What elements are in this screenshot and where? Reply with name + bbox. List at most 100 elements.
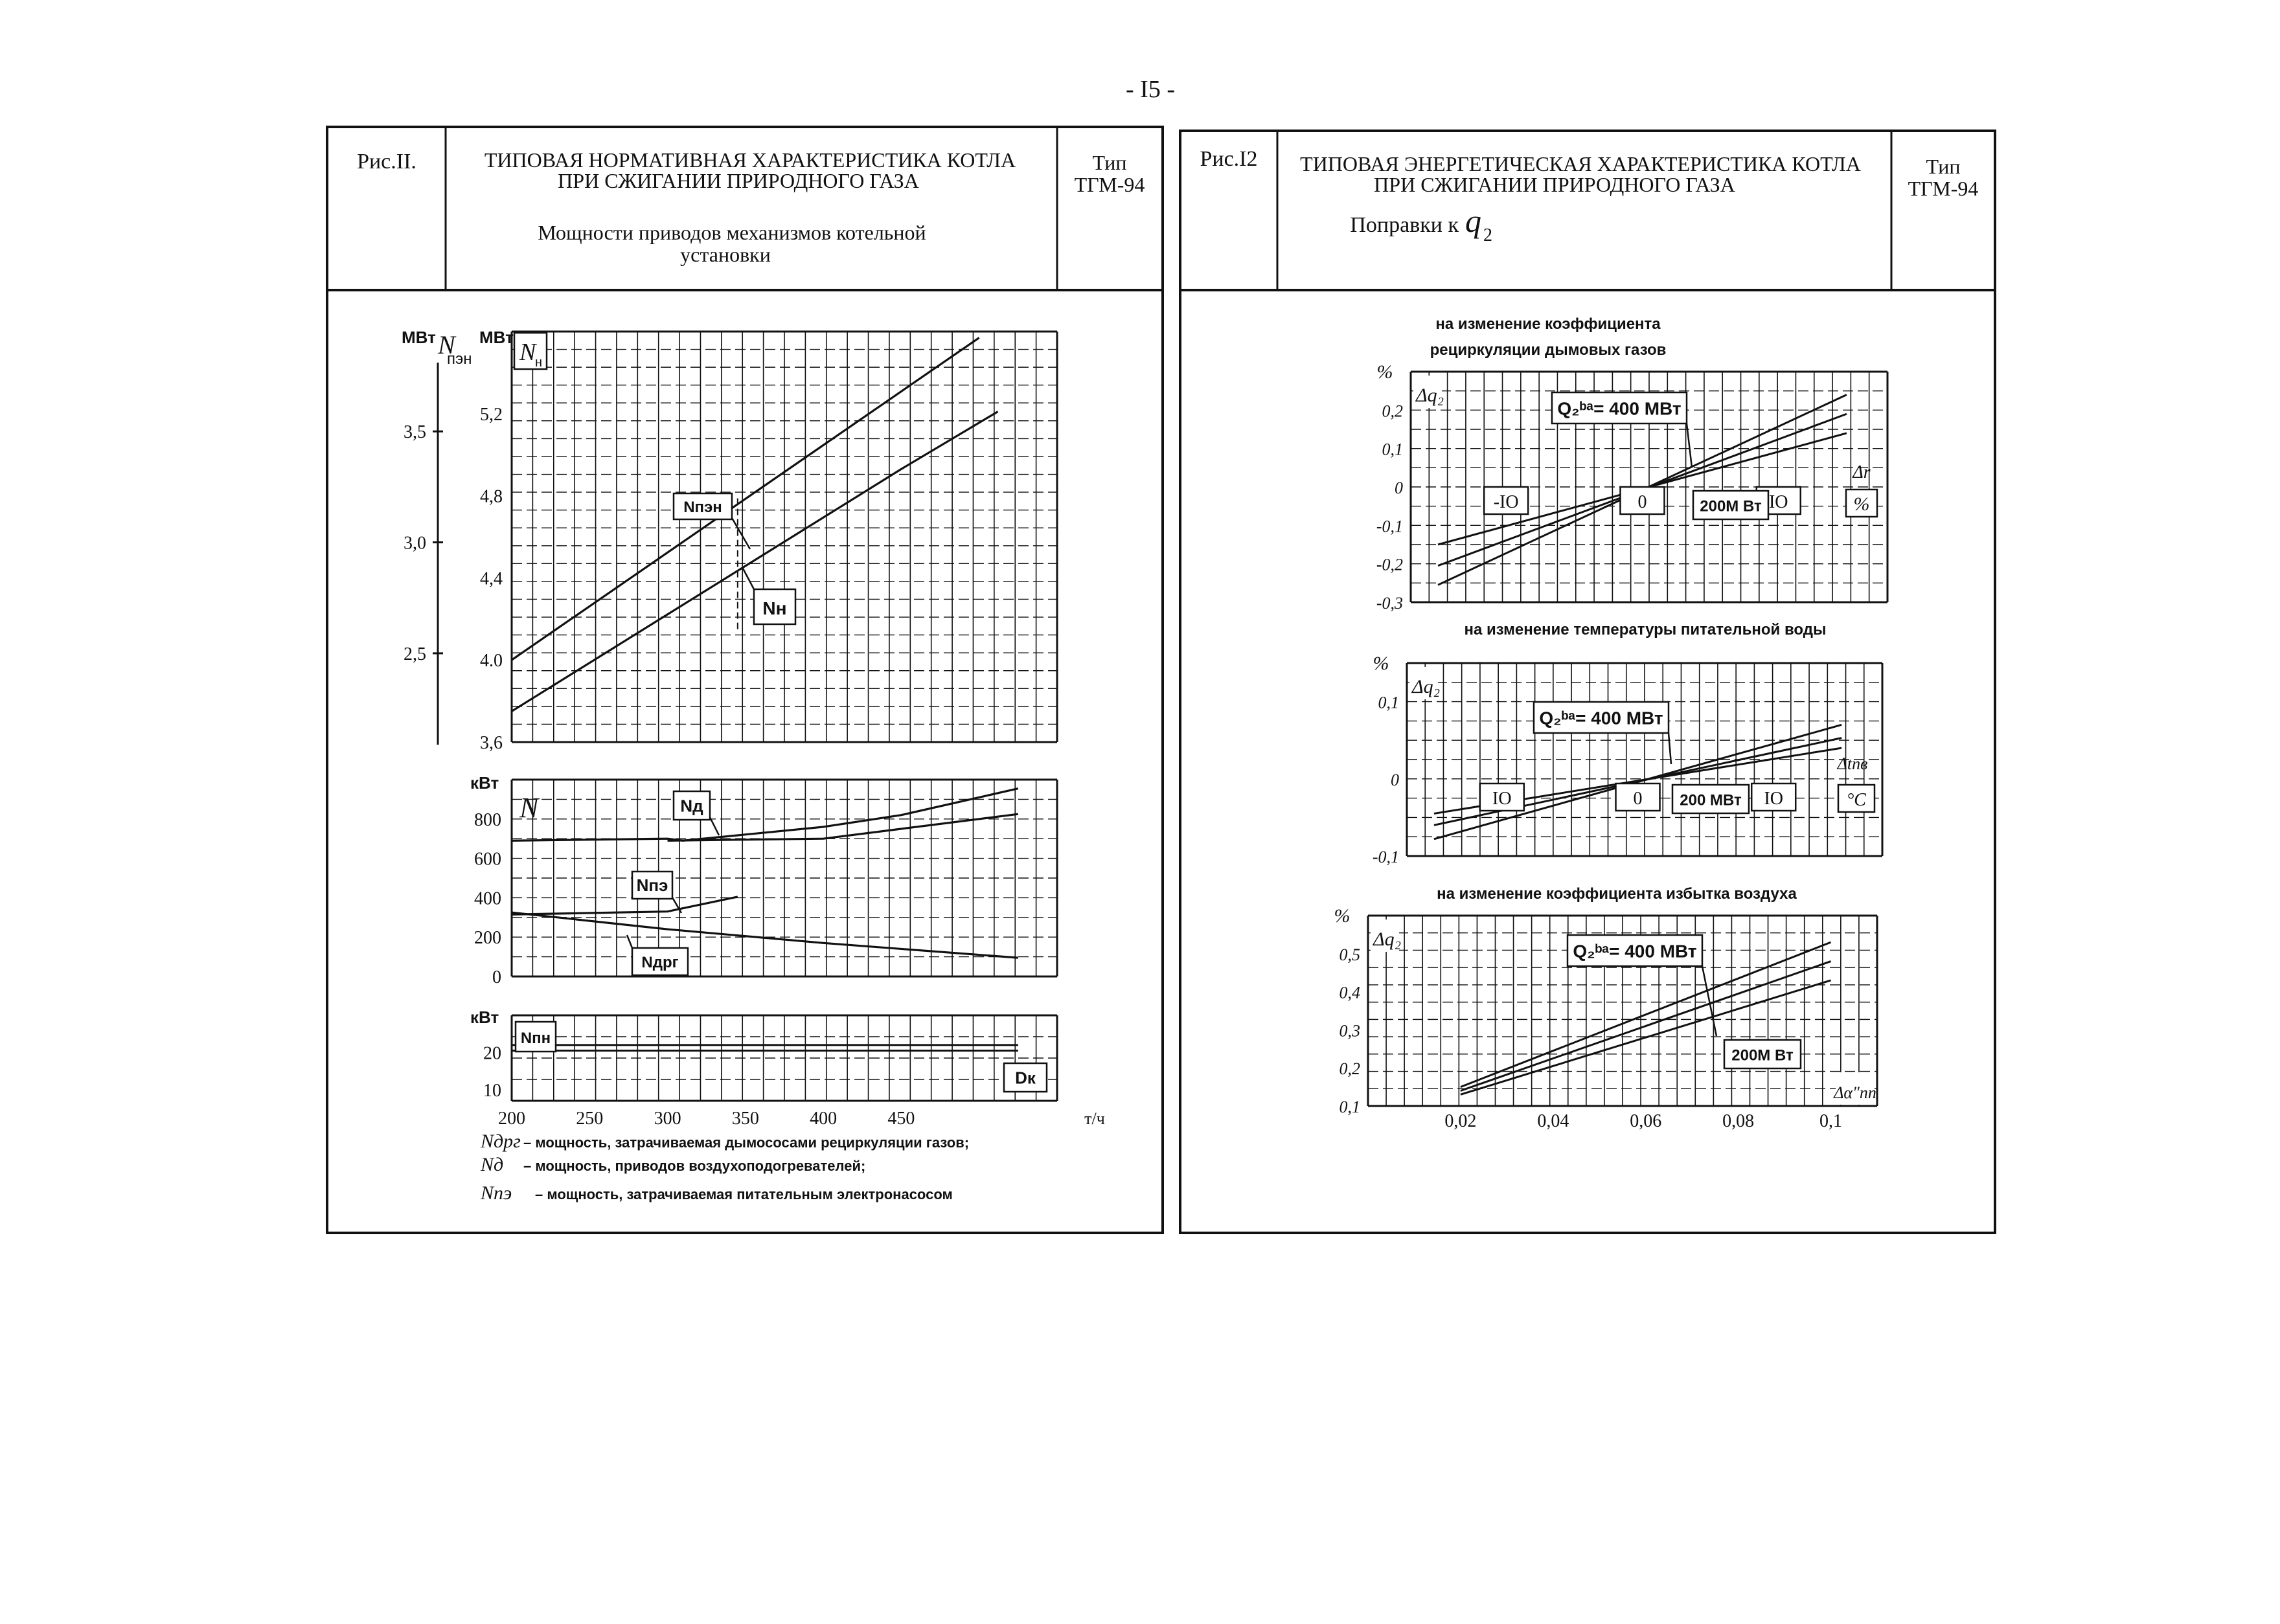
q2-air-ylabel-bg (1371, 919, 1399, 952)
power-fan-annot-dk: Dк (1015, 1068, 1036, 1088)
power-kw-ytick: 600 (474, 850, 501, 870)
q2-feed-ytick: -0,1 (1373, 848, 1399, 866)
q2-recirc-xlabel: Δr (1852, 462, 1870, 482)
power-main-series-1 (511, 337, 980, 661)
power-main-ytick: 4.0 (480, 651, 503, 671)
q2-recirc-annot-400-box (1551, 391, 1688, 425)
q2-feed-annot-200-box (1671, 784, 1750, 815)
q2-recirc-ytick: -0,1 (1376, 517, 1403, 536)
q2-air-ylabel: % (1334, 905, 1351, 927)
q2-recirc-xtick: 0 (1637, 492, 1647, 512)
q2-recirc-ylabel-symbol: Δq₂ (1415, 385, 1444, 406)
power-ylabel-left: МВт (402, 328, 436, 347)
left-title-line2: ПРИ СЖИГАНИИ ПРИРОДНОГО ГАЗА (558, 169, 919, 192)
q2-recirc-leader-1 (1685, 423, 1693, 468)
left-fig-label: Рис.II. (357, 150, 416, 174)
q2-feed-annot-400-box (1533, 701, 1670, 734)
power-kw-ytick: 0 (492, 967, 501, 987)
power-kw-leader-3 (626, 934, 633, 949)
power-fan-annot-dk-box (1003, 1062, 1048, 1093)
q2-recirc-title-2: рециркуляции дымовых газов (1430, 341, 1667, 359)
power-main-leader-1 (731, 517, 751, 550)
q2-recirc-annot-200: 200М Вт (1700, 498, 1762, 515)
power-kw-annot-nd-box (672, 790, 711, 821)
power-outer-ytick-label: 2,5 (404, 644, 426, 664)
power-main-ytick: 5,2 (480, 405, 503, 425)
power-kw-series-2 (667, 813, 1019, 842)
power-kw-annot-nd: Nд (680, 796, 703, 816)
legend-symbol-nd: Nд (480, 1154, 503, 1175)
q2-feed-ylabel: % (1373, 653, 1389, 674)
power-main-leader-2 (741, 567, 755, 590)
power-outer-ytick-label: 3,5 (404, 422, 426, 442)
legend-symbol-ndrg: Nдрг (480, 1131, 521, 1152)
q2-recirc-ylabel: % (1377, 361, 1393, 383)
right-subtitle-sub: 2 (1483, 225, 1492, 245)
q2-air-grid (1367, 914, 1878, 1107)
power-xtick: 350 (732, 1109, 759, 1129)
right-type-value: ТГМ-94 (1908, 177, 1979, 200)
q2-air-annot-400-box (1566, 934, 1704, 967)
q2-recirc-xtick-box (1483, 486, 1529, 515)
right-subtitle-symbol: q (1465, 203, 1481, 239)
power-fan-ytick: 10 (483, 1081, 501, 1101)
legend-text-npe: – мощность, затрачиваемая питательным эл… (535, 1186, 953, 1202)
legend-symbol-npe: Nпэ (480, 1182, 512, 1204)
q2-air-xlabel: Δα″пп (1833, 1083, 1876, 1102)
page-number: - I5 - (1126, 76, 1175, 103)
q2-recirc-xunit: % (1854, 493, 1870, 515)
left-legend: Nдрг – мощность, затрачиваемая дымососам… (480, 1131, 969, 1204)
q2-air-annot-400: Q₂ᵇᵃ= 400 МВт (1573, 942, 1696, 962)
q2-air-xtick: 0,08 (1722, 1111, 1754, 1131)
q2-air-ytick: 0,5 (1340, 945, 1361, 964)
right-panel (1179, 130, 1996, 1234)
power-ylabel-right-symbol: N (519, 339, 538, 366)
power-main-annot-npen-box (672, 492, 733, 521)
power-kw-annot-ndrg-box (631, 947, 689, 976)
power-kw-leader-2 (671, 897, 683, 914)
power-xtick: 250 (576, 1109, 603, 1129)
q2-recirc-xtick: IO (1769, 492, 1788, 512)
q2-recirc-xtick: -IO (1494, 492, 1519, 512)
power-kw-leader-1 (709, 817, 720, 836)
power-outer-ytick-label: 3,0 (404, 534, 426, 554)
right-title-line2: ПРИ СЖИГАНИИ ПРИРОДНОГО ГАЗА (1374, 173, 1735, 196)
legend-text-ndrg: – мощность, затрачиваемая дымососами рец… (523, 1134, 969, 1151)
power-main-ytick: 4,8 (480, 487, 503, 507)
left-subtitle-line1: Мощности приводов механизмов котельной (538, 221, 926, 244)
power-kw-annot-ndrg: Nдрг (641, 954, 678, 971)
power-main-annot-npen: Nпэн (683, 499, 722, 516)
q2-recirc-ylabel-bg (1413, 376, 1442, 408)
left-subtitle-line2: установки (680, 243, 771, 266)
power-main-ytick: 4,4 (480, 569, 503, 589)
q2-air-xlabel-bg (1836, 1072, 1873, 1105)
q2-feed-title: на изменение температуры питательной вод… (1465, 621, 1827, 638)
power-xtick: 400 (810, 1109, 837, 1129)
q2-recirc-annot-200-box (1692, 490, 1770, 521)
power-xtick: 300 (654, 1109, 681, 1129)
right-subtitle: Поправки к (1350, 213, 1459, 237)
q2-air-series-3 (1460, 979, 1831, 1096)
left-panel (326, 126, 1164, 1234)
q2-air-annot-200-box (1723, 1039, 1802, 1070)
q2-feed-ytick: 0,1 (1378, 694, 1400, 712)
power-main-ytick: 3,6 (480, 733, 503, 753)
q2-recirc-ytick: -0,3 (1376, 594, 1403, 613)
q2-recirc-xunit-box (1845, 488, 1878, 518)
power-kw-ytick: 200 (474, 928, 501, 948)
q2-air-ytick: 0,3 (1340, 1021, 1361, 1040)
q2-air-xtick: 0,1 (1819, 1111, 1842, 1131)
power-kw-grid (510, 778, 1058, 978)
q2-feed-xtick: 0 (1634, 789, 1643, 809)
power-kw-ytick: 400 (474, 888, 501, 908)
q2-feed-leader-1 (1667, 732, 1672, 765)
power-main-grid (510, 330, 1058, 743)
power-fan-ylabel: кВт (470, 1008, 499, 1027)
q2-feed-ytick: 0 (1391, 771, 1399, 789)
q2-feed-xtick-box (1750, 782, 1797, 812)
q2-recirc-ytick: 0 (1395, 479, 1403, 497)
q2-feed-xunit: °С (1847, 790, 1866, 810)
power-fan-annot-npn: Nпн (521, 1030, 551, 1047)
